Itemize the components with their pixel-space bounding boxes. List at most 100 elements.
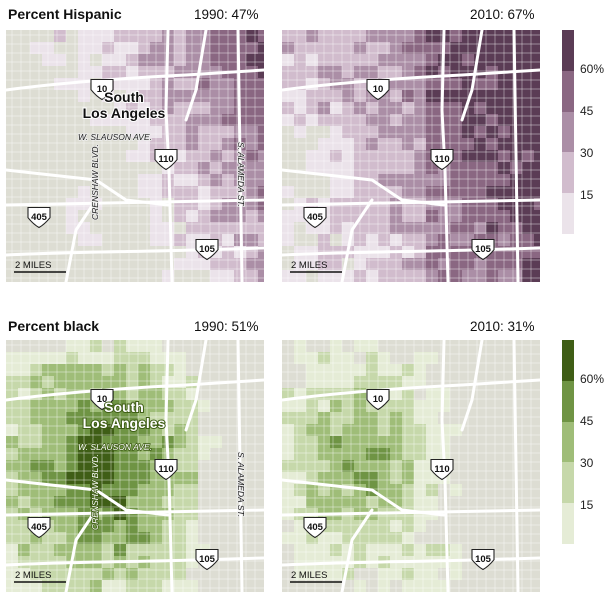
census-tract: [210, 138, 222, 150]
census-tract: [378, 162, 390, 174]
census-tract: [246, 270, 258, 282]
census-tract: [294, 90, 306, 102]
census-tract: [246, 138, 258, 150]
interstate-number: 110: [158, 154, 173, 165]
census-tract: [534, 186, 540, 198]
hispanic-legend-tick-45: 45: [580, 104, 594, 118]
crenshaw-label: CRENSHAW BLVD.: [90, 454, 100, 530]
census-tract: [414, 364, 426, 376]
census-tract: [198, 174, 210, 186]
census-tract: [306, 400, 318, 412]
black-legend-tick-45: 45: [580, 414, 594, 428]
census-tract: [510, 270, 522, 282]
census-tract: [126, 580, 138, 592]
census-tract: [126, 520, 138, 532]
census-tract: [210, 30, 222, 42]
census-tract: [246, 234, 258, 246]
census-tract: [306, 102, 318, 114]
census-tract: [174, 400, 186, 412]
census-tract: [306, 364, 318, 376]
hispanic-1990-map: 10 110 405 105 2 MILES South Los Angeles W. SLA…: [6, 30, 264, 282]
census-tract: [138, 472, 150, 484]
census-tract: [210, 90, 222, 102]
census-tract: [474, 126, 486, 138]
census-tract: [342, 54, 354, 66]
census-tract: [378, 580, 390, 592]
census-tract: [258, 90, 264, 102]
interstate-number: 105: [475, 244, 492, 255]
census-tract: [450, 54, 462, 66]
census-tract: [258, 30, 264, 42]
black-legend-tick-60: 60%: [580, 372, 605, 386]
census-tract: [174, 436, 186, 448]
legend-swatch: [562, 152, 574, 194]
legend-swatch: [562, 503, 574, 545]
census-tract: [30, 484, 42, 496]
interstate-10-shield: 10: [90, 388, 114, 411]
census-tract: [198, 138, 210, 150]
census-tract: [66, 448, 78, 460]
scale-label: 2 MILES: [15, 260, 51, 271]
census-tract: [30, 556, 42, 568]
census-tract: [90, 340, 102, 352]
census-tract: [534, 66, 540, 78]
census-tract: [198, 126, 210, 138]
census-tract: [306, 90, 318, 102]
interstate-number: 110: [434, 464, 449, 475]
census-tract: [102, 54, 114, 66]
census-tract: [366, 66, 378, 78]
interstate-110-shield: 110: [430, 458, 454, 481]
interstate-number: 405: [307, 212, 324, 223]
census-tract: [342, 126, 354, 138]
census-tract: [402, 126, 414, 138]
census-tract: [18, 400, 30, 412]
census-tract: [450, 102, 462, 114]
interstate-405-shield: 405: [303, 516, 327, 539]
census-tract: [534, 138, 540, 150]
interstate-number: 10: [373, 84, 384, 95]
census-tract: [414, 30, 426, 42]
census-tract: [294, 246, 306, 258]
census-tract: [534, 210, 540, 222]
census-tract: [198, 436, 210, 448]
census-tract: [174, 234, 186, 246]
census-tract: [138, 544, 150, 556]
census-tract: [342, 102, 354, 114]
interstate-105-shield: 105: [471, 238, 495, 261]
census-tract: [258, 54, 264, 66]
census-tract: [414, 210, 426, 222]
census-tract: [342, 436, 354, 448]
census-tract: [378, 544, 390, 556]
census-tract: [18, 544, 30, 556]
census-tract: [174, 412, 186, 424]
census-tract: [414, 234, 426, 246]
census-tract: [366, 340, 378, 352]
census-tract: [174, 138, 186, 150]
census-tract: [294, 126, 306, 138]
black-1990-value: 1990: 51%: [194, 319, 259, 334]
census-tract: [126, 544, 138, 556]
census-tract: [90, 30, 102, 42]
census-tract: [258, 198, 264, 210]
census-tract: [534, 126, 540, 138]
census-tract: [342, 162, 354, 174]
census-tract: [378, 126, 390, 138]
census-tract: [534, 222, 540, 234]
census-tract: [438, 400, 450, 412]
census-tract: [126, 376, 138, 388]
census-tract: [330, 400, 342, 412]
census-tract: [54, 54, 66, 66]
crenshaw-label: CRENSHAW BLVD.: [90, 144, 100, 220]
census-tract: [402, 412, 414, 424]
census-tract: [246, 126, 258, 138]
census-tract: [366, 210, 378, 222]
census-tract: [342, 66, 354, 78]
census-tract: [258, 138, 264, 150]
census-tract: [534, 174, 540, 186]
black-2010-value: 2010: 31%: [470, 319, 535, 334]
census-tract: [414, 412, 438, 424]
census-tract: [450, 138, 462, 150]
place-label-line2: Los Angeles: [83, 105, 166, 121]
census-tract: [414, 102, 426, 114]
census-tract: [534, 42, 540, 54]
